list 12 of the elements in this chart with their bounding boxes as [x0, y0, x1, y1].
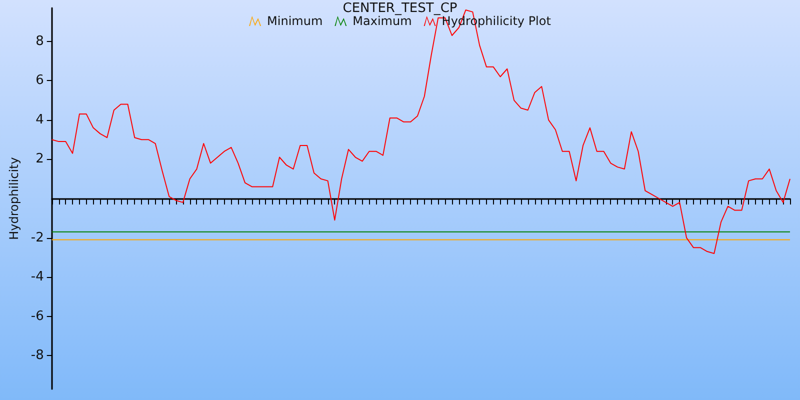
y-tick-label: 2: [36, 152, 44, 167]
y-tick-label: 6: [36, 73, 44, 88]
y-tick-label: 8: [36, 34, 44, 49]
legend-label: Minimum: [267, 14, 323, 28]
y-tick-label: 4: [36, 112, 44, 128]
y-tick-label: -2: [30, 230, 44, 246]
y-tick-label: -4: [30, 270, 44, 285]
y-tick-label: -8: [30, 348, 44, 364]
chart-title: CENTER_TEST_CP: [342, 1, 458, 16]
y-axis-title: Hydrophilicity: [7, 157, 21, 240]
y-tick-label: -6: [30, 308, 44, 324]
legend-label: Maximum: [352, 14, 412, 28]
